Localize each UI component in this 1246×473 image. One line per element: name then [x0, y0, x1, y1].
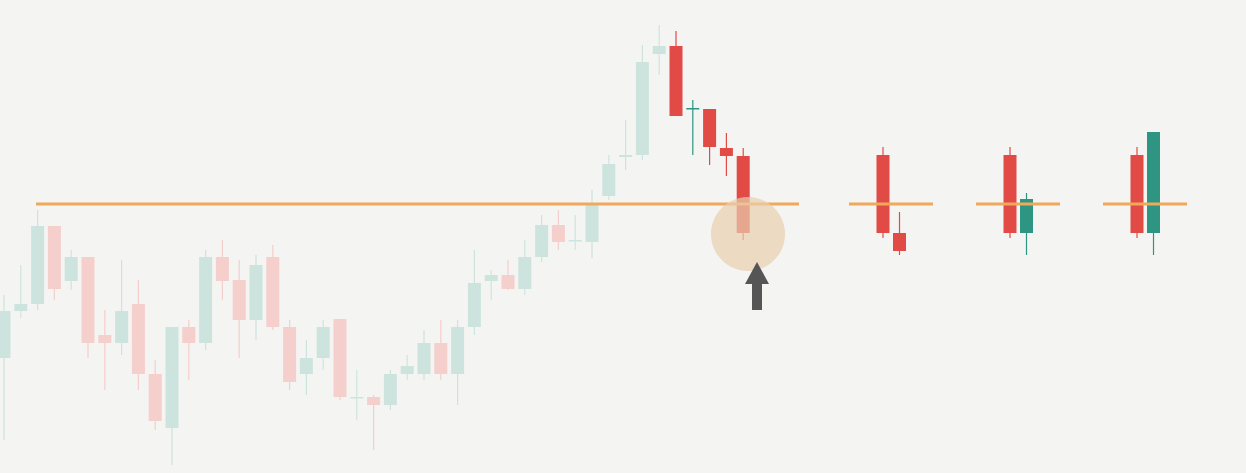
candle-body [719, 148, 733, 156]
candle-body [451, 327, 465, 374]
candle-body [47, 226, 61, 289]
candle-body [182, 327, 196, 343]
candle-body [1130, 155, 1144, 233]
candle-body [165, 327, 179, 428]
candle-body [199, 257, 213, 343]
candle-body [333, 319, 347, 397]
arrow [745, 262, 769, 310]
candle-body [568, 240, 582, 242]
candle-body [367, 397, 381, 405]
candle-body [215, 257, 229, 281]
candle-body [299, 358, 313, 374]
candle-body [535, 225, 549, 257]
highlight-circle [711, 197, 785, 271]
candle-body [585, 203, 599, 242]
candle-body [283, 327, 297, 382]
candle-body [400, 366, 414, 374]
candle-body [893, 233, 906, 251]
candle-body [602, 164, 616, 196]
candle-body [249, 265, 263, 320]
candle-body [81, 257, 95, 343]
candle-body [31, 226, 45, 304]
candle-body [434, 343, 448, 374]
candle-body [686, 108, 700, 110]
candle-body [501, 275, 515, 289]
candle-body [467, 283, 481, 327]
candle-body [383, 374, 397, 405]
candle-body [0, 311, 11, 358]
candle-body [484, 275, 498, 281]
candle-body [1003, 155, 1017, 233]
candle-body [652, 46, 666, 54]
candle-body [876, 155, 890, 233]
candle-body [131, 304, 145, 374]
candle-body [619, 155, 633, 157]
candle-body [64, 257, 78, 281]
candle-body [551, 225, 565, 242]
candle-body [669, 46, 683, 116]
candle-body [1020, 199, 1033, 233]
candle-body [1147, 132, 1160, 233]
candle-body [635, 62, 649, 155]
candle-body [316, 327, 330, 358]
candles [0, 25, 1160, 465]
candle-body [518, 257, 532, 289]
candle-body [115, 311, 129, 343]
candle-body [703, 109, 717, 147]
candle-body [266, 257, 280, 327]
candle-body [98, 335, 112, 343]
candle-body [148, 374, 162, 421]
candle-body [350, 397, 364, 399]
candle-body [417, 343, 431, 374]
candle-body [232, 280, 246, 320]
candle-body [14, 304, 28, 311]
